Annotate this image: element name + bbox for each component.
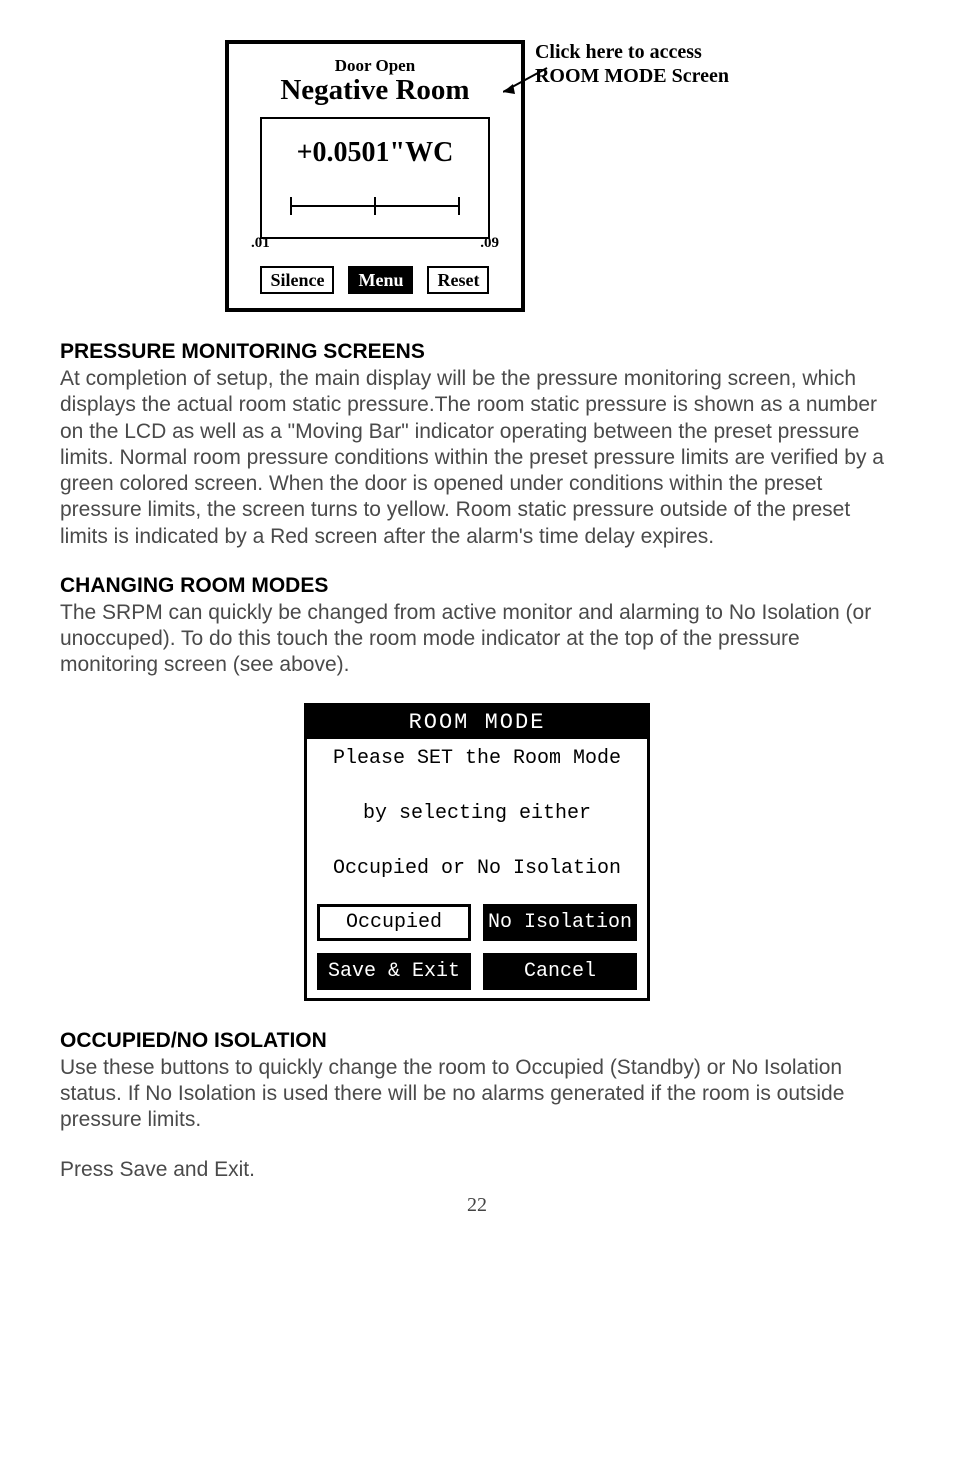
pressure-value: +0.0501"WC xyxy=(297,137,454,169)
reset-button[interactable]: Reset xyxy=(427,266,489,294)
occupied-no-isolation-heading: OCCUPIED/NO ISOLATION xyxy=(60,1029,894,1053)
callout-line1: Click here to access xyxy=(535,40,729,64)
menu-button[interactable]: Menu xyxy=(348,266,413,294)
room-type-label[interactable]: Negative Room xyxy=(280,74,469,107)
bar-axis-labels: .01 .09 xyxy=(245,235,505,252)
save-exit-button[interactable]: Save & Exit xyxy=(317,953,471,990)
room-mode-title: ROOM MODE xyxy=(307,706,647,739)
callout-text: Click here to access ROOM MODE Screen xyxy=(535,40,729,88)
room-mode-line3: Occupied or No Isolation xyxy=(333,857,621,880)
callout-arrow-icon xyxy=(503,64,563,104)
occupied-no-isolation-body: Use these buttons to quickly change the … xyxy=(60,1055,894,1134)
changing-room-modes-heading: CHANGING ROOM MODES xyxy=(60,574,894,598)
bar-min-label: .01 xyxy=(251,235,270,252)
changing-room-modes-body: The SRPM can quickly be changed from act… xyxy=(60,600,894,679)
occupied-button[interactable]: Occupied xyxy=(317,904,471,941)
pressure-display-box: +0.0501"WC xyxy=(260,117,490,239)
pressure-monitoring-heading: PRESSURE MONITORING SCREENS xyxy=(60,340,894,364)
room-mode-btn-row2: Save & Exit Cancel xyxy=(307,953,647,990)
cancel-button[interactable]: Cancel xyxy=(483,953,637,990)
device-button-row: Silence Menu Reset xyxy=(260,266,489,294)
pressure-monitoring-body: At completion of setup, the main display… xyxy=(60,366,894,550)
device-screen: Door Open Negative Room +0.0501"WC .01 .… xyxy=(225,40,525,312)
moving-bar-indicator xyxy=(290,197,460,231)
pressure-monitor-figure: Door Open Negative Room +0.0501"WC .01 .… xyxy=(60,40,894,312)
door-open-label: Door Open xyxy=(335,56,415,76)
silence-button[interactable]: Silence xyxy=(260,266,334,294)
room-mode-screen: ROOM MODE Please SET the Room Mode by se… xyxy=(304,703,650,1001)
room-mode-btn-row1: Occupied No Isolation xyxy=(307,904,647,941)
bar-max-label: .09 xyxy=(480,235,499,252)
no-isolation-button[interactable]: No Isolation xyxy=(483,904,637,941)
callout-line2: ROOM MODE Screen xyxy=(535,64,729,88)
press-save-text: Press Save and Exit. xyxy=(60,1157,894,1183)
page-number: 22 xyxy=(60,1194,894,1217)
room-mode-line1: Please SET the Room Mode xyxy=(333,747,621,770)
room-mode-line2: by selecting either xyxy=(363,802,591,825)
